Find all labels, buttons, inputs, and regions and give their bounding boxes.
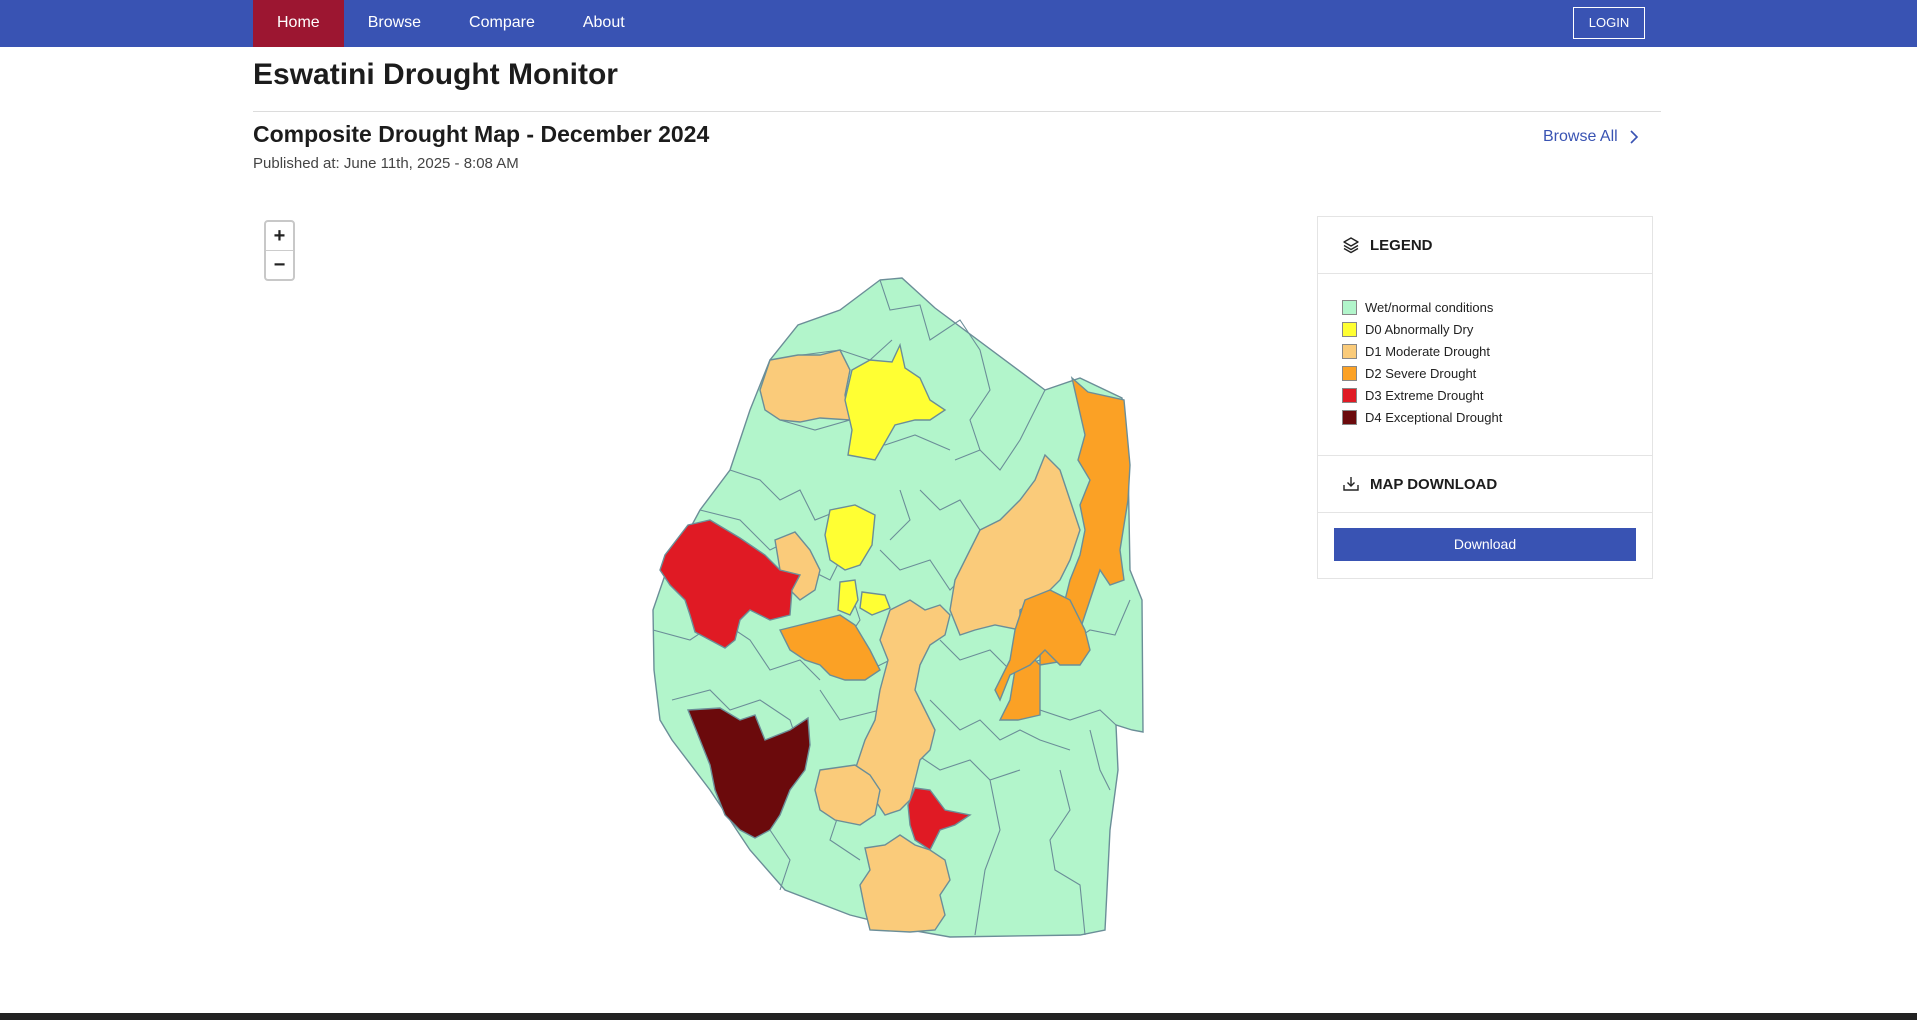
download-separator [1318,512,1652,513]
layers-icon [1343,237,1359,254]
zoom-control: + − [264,220,295,281]
legend-header: LEGEND [1318,217,1652,273]
legend-swatch [1342,409,1357,425]
login-button[interactable]: LOGIN [1573,7,1645,39]
legend-label: D2 Severe Drought [1365,365,1477,381]
zoom-in-button[interactable]: + [273,225,286,247]
legend-list: Wet/normal conditions D0 Abnormally Dry … [1318,274,1652,455]
legend-swatch [1342,387,1357,403]
legend-label: D3 Extreme Drought [1365,387,1484,403]
legend-heading: LEGEND [1370,236,1433,254]
map-region-d4-southwest[interactable] [686,707,811,839]
map-region-d2-centre[interactable] [778,614,881,681]
download-heading: MAP DOWNLOAD [1370,475,1498,493]
legend-item-d1: D1 Moderate Drought [1342,340,1652,362]
map-region-d1-eastcentral[interactable] [949,453,1081,636]
download-separator-top [1318,455,1652,456]
nav-browse[interactable]: Browse [367,14,422,31]
download-header: MAP DOWNLOAD [1318,456,1652,512]
published-date: Published at: June 11th, 2025 - 8:08 AM [253,155,519,172]
map-region-d2-eastmid[interactable] [994,589,1091,702]
drought-map[interactable] [640,270,1160,940]
chevron-right-icon [1630,130,1638,144]
nav-menu: Home Browse Compare About [253,0,649,47]
download-button[interactable]: Download [1334,528,1636,561]
map-region-d0-north[interactable] [844,342,947,461]
zoom-out-button[interactable]: − [266,250,293,278]
map-title: Composite Drought Map - December 2024 [253,121,710,147]
legend-label: D1 Moderate Drought [1365,343,1491,359]
bottom-edge [0,1013,1917,1020]
legend-item-wet: Wet/normal conditions [1342,296,1652,318]
legend-panel: LEGEND Wet/normal conditions D0 Abnormal… [1317,216,1653,579]
map-region-d1-south[interactable] [859,834,951,933]
legend-swatch [1342,321,1357,337]
title-divider [253,111,1661,112]
legend-item-d0: D0 Abnormally Dry [1342,318,1652,340]
map-region-d0-small-a[interactable] [837,579,859,616]
legend-label: Wet/normal conditions [1365,299,1494,315]
map-region-d1-southwestcentral[interactable] [814,764,881,826]
map-region-d0-small-b[interactable] [859,591,891,616]
map-region-d3-southcentre[interactable] [907,787,972,852]
legend-label: D4 Exceptional Drought [1365,409,1503,425]
legend-swatch [1342,365,1357,381]
page-title: Eswatini Drought Monitor [253,58,618,91]
legend-label: D0 Abnormally Dry [1365,321,1474,337]
map-region-d1-centralstrip[interactable] [854,599,951,816]
download-wrap: Download [1318,513,1652,561]
legend-item-d2: D2 Severe Drought [1342,362,1652,384]
legend-swatch [1342,299,1357,315]
top-navbar: Home Browse Compare About LOGIN [0,0,1917,47]
download-tray-icon [1343,477,1359,491]
legend-item-d3: D3 Extreme Drought [1342,384,1652,406]
nav-home[interactable]: Home [253,0,344,47]
map-region-d3-west[interactable] [659,519,802,649]
browse-all-link[interactable]: Browse All [1543,128,1640,146]
browse-all-label: Browse All [1543,128,1618,145]
nav-compare[interactable]: Compare [469,14,535,31]
nav-about[interactable]: About [582,14,625,31]
map-region-d0-centre[interactable] [824,504,876,571]
legend-separator [1318,273,1652,274]
legend-item-d4: D4 Exceptional Drought [1342,406,1652,428]
map-region-d1-northwest[interactable] [759,349,851,423]
legend-swatch [1342,343,1357,359]
